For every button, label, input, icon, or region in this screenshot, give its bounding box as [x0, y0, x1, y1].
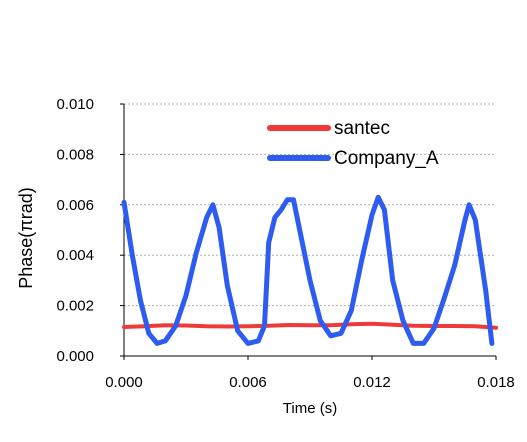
y-tick-label: 0.000	[56, 348, 94, 365]
y-tick-label: 0.002	[56, 298, 94, 315]
series-line-santec	[122, 321, 498, 330]
y-tick-label: 0.010	[56, 96, 94, 113]
x-tick-label: 0.012	[353, 374, 391, 391]
x-tick-label: 0.000	[105, 374, 143, 391]
legend-label-company-a: Company_A	[334, 148, 439, 169]
x-axis-title: Time (s)	[283, 400, 337, 417]
x-tick-label: 0.018	[477, 374, 515, 391]
y-axis-title: Phase(πrad)	[16, 187, 36, 288]
series-line-company-a	[121, 194, 495, 346]
gridlines	[124, 103, 496, 307]
series-lines	[121, 194, 498, 346]
x-tick-label: 0.006	[229, 374, 267, 391]
legend-label-santec: santec	[334, 118, 390, 139]
legend: santec Company_A	[267, 118, 439, 169]
y-tick-label: 0.006	[56, 197, 94, 214]
y-tick-label: 0.004	[56, 247, 94, 264]
axis-ticks: 0.000 0.002 0.004 0.006 0.008 0.010 0.000 0.006…	[56, 96, 514, 391]
y-tick-label: 0.008	[56, 146, 94, 163]
